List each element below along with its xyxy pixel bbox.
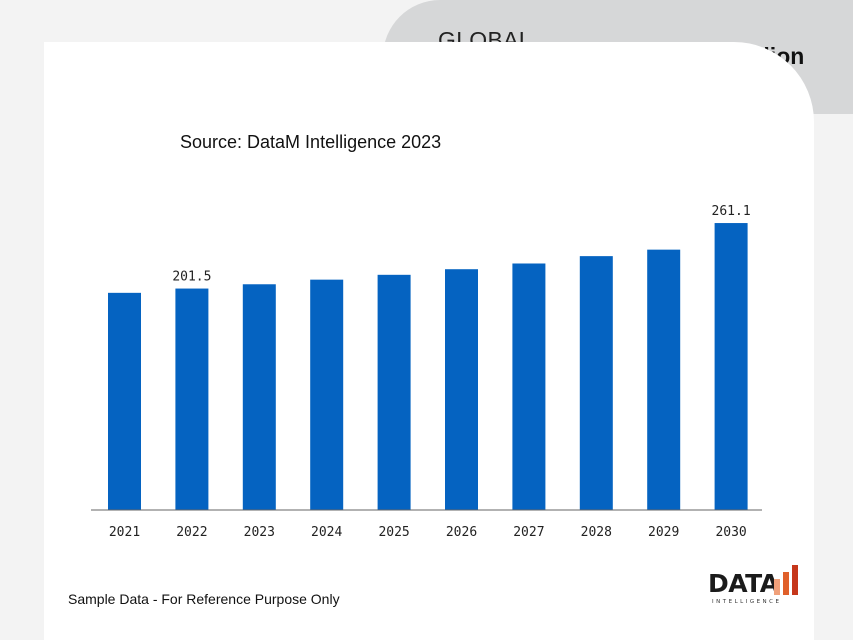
x-tick-label-2029: 2029: [648, 525, 679, 540]
x-tick-label-2024: 2024: [311, 525, 342, 540]
bar-2029: [647, 249, 681, 510]
logo-bars-icon: [774, 565, 798, 595]
logo-subtitle: INTELLIGENCE: [712, 599, 782, 605]
x-tick-label-2030: 2030: [715, 525, 746, 540]
bar-2028: [579, 256, 613, 510]
x-tick-label-2028: 2028: [581, 525, 612, 540]
chart-card: [44, 42, 814, 640]
data-label-2022: 201.5: [172, 270, 211, 285]
bar-2022: [175, 288, 209, 510]
data-label-2030: 261.1: [712, 204, 751, 219]
x-tick-label-2021: 2021: [109, 525, 140, 540]
sample-data-note: Sample Data - For Reference Purpose Only: [68, 591, 340, 607]
x-tick-label-2023: 2023: [244, 525, 275, 540]
bar-2025: [377, 274, 411, 510]
bar-2027: [512, 263, 546, 510]
logo-wordmark: DATA: [708, 569, 779, 598]
bar-2026: [445, 269, 478, 510]
x-tick-label-2026: 2026: [446, 525, 477, 540]
bar-2021: [108, 292, 141, 510]
x-tick-label-2027: 2027: [513, 525, 544, 540]
bar-2023: [242, 284, 276, 510]
x-tick-label-2022: 2022: [176, 525, 207, 540]
chart-source: Source: DataM Intelligence 2023: [180, 132, 442, 152]
bar-2024: [310, 279, 344, 510]
datam-logo: DATA INTELLIGENCE: [708, 563, 808, 609]
x-tick-label-2025: 2025: [378, 525, 409, 540]
bar-2030: [714, 223, 748, 511]
